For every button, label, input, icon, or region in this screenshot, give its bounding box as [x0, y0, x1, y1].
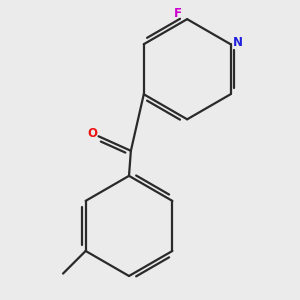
Text: O: O — [88, 127, 98, 140]
Text: F: F — [174, 7, 182, 20]
Text: N: N — [232, 36, 243, 49]
